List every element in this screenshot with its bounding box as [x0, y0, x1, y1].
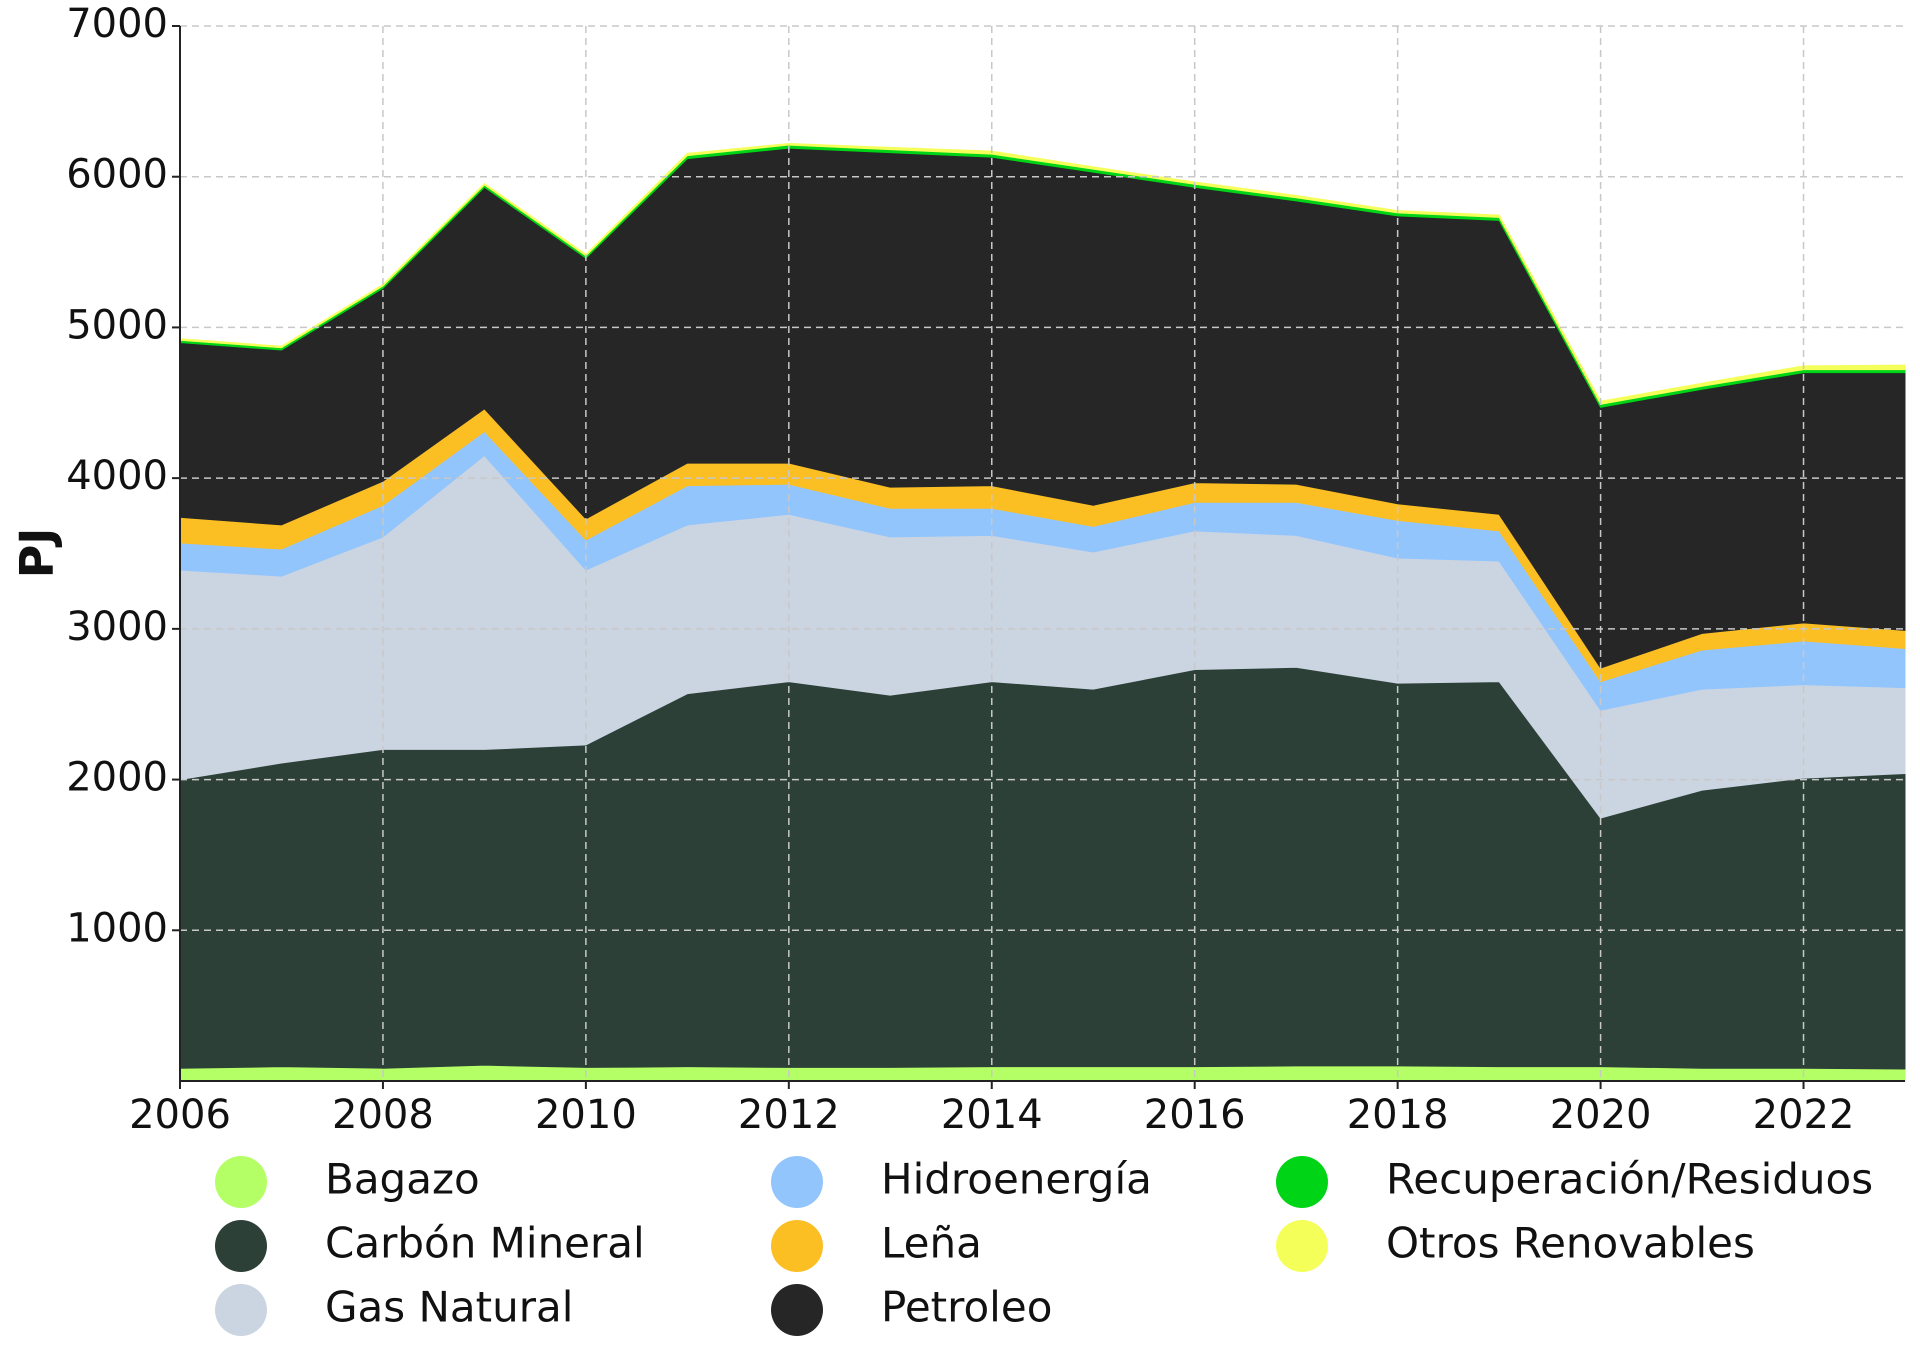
y-tick-label: 7000: [66, 1, 168, 47]
legend-swatch: [215, 1284, 267, 1336]
legend-label: Leña: [881, 1219, 982, 1268]
legend-swatch: [771, 1284, 823, 1336]
legend-swatch: [215, 1156, 267, 1208]
y-tick-label: 4000: [66, 453, 168, 499]
x-tick-label: 2022: [1753, 1092, 1855, 1138]
legend-swatch: [1276, 1156, 1328, 1208]
x-tick-label: 2016: [1144, 1092, 1246, 1138]
legend-label: Gas Natural: [325, 1283, 573, 1332]
legend-label: Bagazo: [325, 1155, 480, 1204]
legend-swatch: [215, 1220, 267, 1272]
x-tick-label: 2006: [129, 1092, 231, 1138]
x-tick-label: 2012: [738, 1092, 840, 1138]
x-tick-label: 2020: [1550, 1092, 1652, 1138]
legend-label: Otros Renovables: [1386, 1219, 1755, 1268]
legend-label: Recuperación/Residuos: [1386, 1155, 1873, 1204]
y-tick-label: 6000: [66, 152, 168, 198]
legend-label: Hidroenergía: [881, 1155, 1152, 1204]
legend-label: Carbón Mineral: [325, 1219, 645, 1268]
area: [179, 143, 1906, 405]
legend-label: Petroleo: [881, 1283, 1052, 1332]
y-tick-label: 3000: [66, 604, 168, 650]
x-tick-label: 2008: [332, 1092, 434, 1138]
y-axis-label: PJ: [10, 528, 64, 579]
y-tick-label: 1000: [66, 905, 168, 951]
x-tick-label: 2018: [1347, 1092, 1449, 1138]
legend-swatch: [1276, 1220, 1328, 1272]
y-tick-label: 2000: [66, 755, 168, 801]
legend-swatch: [771, 1220, 823, 1272]
x-tick-label: 2014: [941, 1092, 1043, 1138]
x-tick-label: 2010: [535, 1092, 637, 1138]
y-tick-label: 5000: [66, 302, 168, 348]
legend-swatch: [771, 1156, 823, 1208]
